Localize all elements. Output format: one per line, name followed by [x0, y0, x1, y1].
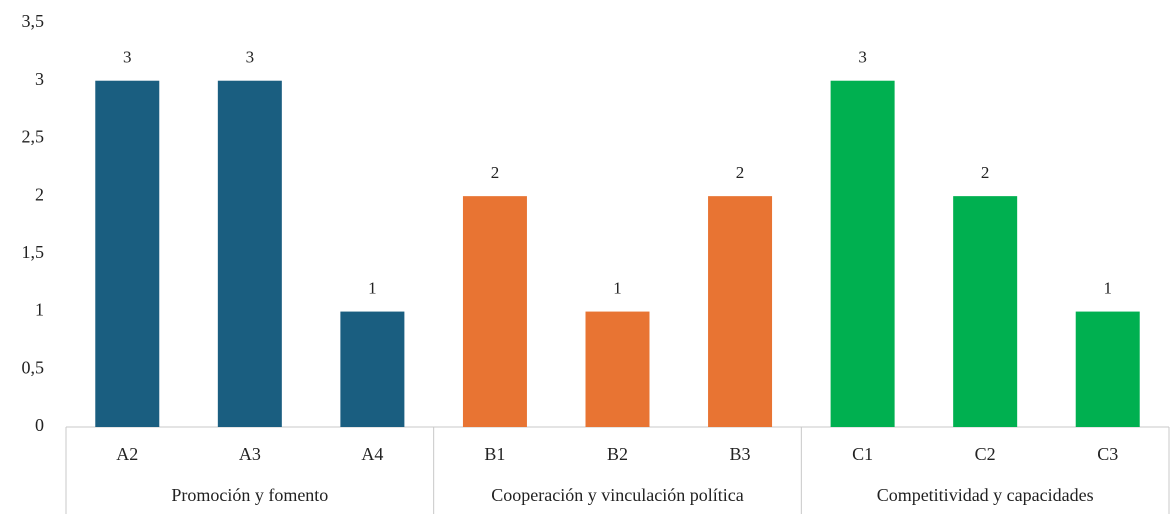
group-label: Promoción y fomento [171, 485, 328, 505]
bar [95, 80, 160, 427]
y-tick-label: 1 [35, 300, 44, 320]
x-tick-label: C1 [852, 444, 873, 464]
y-tick-label: 0,5 [22, 357, 45, 377]
y-tick-label: 2 [35, 184, 44, 204]
data-label: 3 [858, 48, 867, 67]
data-label: 3 [123, 48, 132, 67]
bar [953, 196, 1018, 427]
bar [585, 311, 650, 427]
x-tick-label: A2 [116, 444, 138, 464]
y-tick-label: 2,5 [22, 127, 45, 147]
y-tick-label: 3 [35, 69, 44, 89]
data-label: 2 [491, 163, 500, 182]
x-tick-label: C3 [1097, 444, 1118, 464]
y-tick-label: 3,5 [22, 11, 45, 31]
x-tick-label: B2 [607, 444, 628, 464]
group-label: Cooperación y vinculación política [491, 485, 743, 505]
data-label: 1 [1103, 278, 1112, 297]
bar [708, 196, 773, 427]
y-tick-label: 0 [35, 415, 44, 435]
bar [830, 80, 895, 427]
x-tick-label: A4 [361, 444, 383, 464]
data-label: 1 [613, 278, 622, 297]
data-label: 2 [736, 163, 745, 182]
x-tick-label: B3 [730, 444, 751, 464]
y-tick-label: 1,5 [22, 242, 45, 262]
bar [217, 80, 282, 427]
data-label: 2 [981, 163, 990, 182]
x-tick-label: A3 [239, 444, 261, 464]
data-label: 1 [368, 278, 377, 297]
bar [1075, 311, 1140, 427]
bar [462, 196, 527, 427]
group-label: Competitividad y capacidades [877, 485, 1094, 505]
data-label: 3 [246, 48, 255, 67]
x-tick-label: B1 [484, 444, 505, 464]
bar [340, 311, 405, 427]
x-tick-label: C2 [975, 444, 996, 464]
